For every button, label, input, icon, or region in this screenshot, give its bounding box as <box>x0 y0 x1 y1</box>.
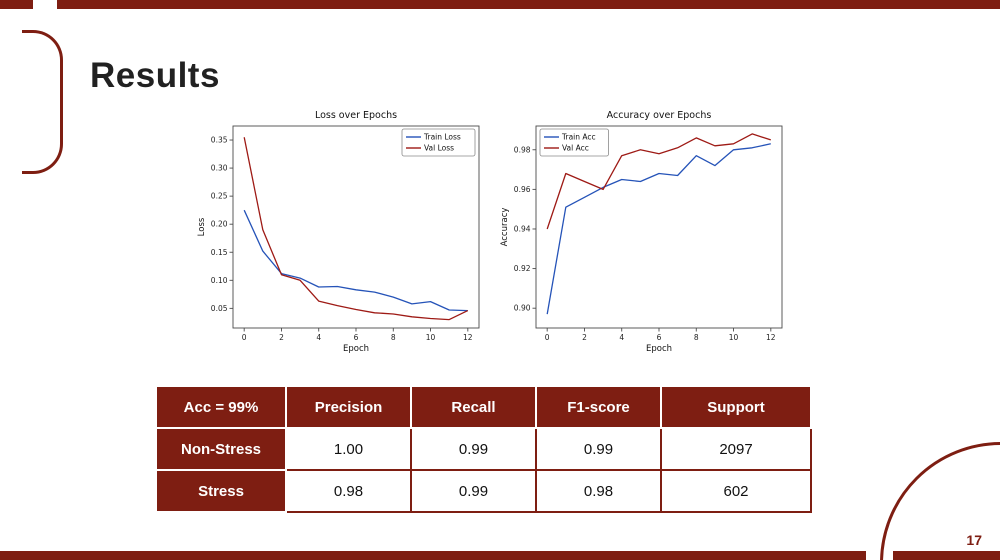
cell-nonstress-recall: 0.99 <box>410 427 537 471</box>
cell-stress-f1: 0.98 <box>535 469 662 513</box>
metrics-header-recall: Recall <box>410 385 537 429</box>
cell-stress-recall: 0.99 <box>410 469 537 513</box>
svg-text:Val Loss: Val Loss <box>424 144 454 153</box>
svg-text:8: 8 <box>391 333 396 342</box>
cell-nonstress-precision: 1.00 <box>285 427 412 471</box>
metrics-header-support: Support <box>660 385 812 429</box>
table-header-row: Acc = 99% Precision Recall F1-score Supp… <box>155 385 812 429</box>
svg-text:12: 12 <box>766 333 776 342</box>
svg-text:4: 4 <box>316 333 321 342</box>
top-bar <box>57 0 1000 9</box>
svg-text:Epoch: Epoch <box>343 344 369 354</box>
svg-text:0.90: 0.90 <box>514 304 531 313</box>
page-number: 17 <box>966 532 982 548</box>
svg-text:Accuracy: Accuracy <box>500 208 510 247</box>
svg-text:Loss over Epochs: Loss over Epochs <box>315 110 397 121</box>
svg-text:0.05: 0.05 <box>211 304 228 313</box>
row-label-stress: Stress <box>155 469 287 513</box>
metrics-header-precision: Precision <box>285 385 412 429</box>
svg-text:Loss: Loss <box>197 217 207 236</box>
cell-nonstress-support: 2097 <box>660 427 812 471</box>
svg-text:12: 12 <box>463 333 473 342</box>
left-arch-decoration <box>22 30 63 174</box>
svg-text:10: 10 <box>729 333 739 342</box>
svg-text:10: 10 <box>426 333 436 342</box>
loss-chart: Loss over Epochs 0 2 4 6 8 10 12 0.05 0.10 0.15 0.2… <box>195 106 495 356</box>
cell-stress-precision: 0.98 <box>285 469 412 513</box>
svg-text:0.30: 0.30 <box>211 164 228 173</box>
metrics-header-acc: Acc = 99% <box>155 385 287 429</box>
svg-text:0.15: 0.15 <box>211 248 228 257</box>
row-label-non-stress: Non-Stress <box>155 427 287 471</box>
svg-text:0.35: 0.35 <box>211 136 228 145</box>
top-bar-left-segment <box>0 0 33 9</box>
svg-text:8: 8 <box>694 333 699 342</box>
svg-text:0.96: 0.96 <box>514 185 531 194</box>
svg-text:Val Acc: Val Acc <box>562 144 589 153</box>
svg-text:Accuracy over Epochs: Accuracy over Epochs <box>607 110 712 121</box>
svg-text:6: 6 <box>657 333 662 342</box>
corner-arc-decoration <box>880 442 1000 560</box>
cell-nonstress-f1: 0.99 <box>535 427 662 471</box>
svg-text:4: 4 <box>619 333 624 342</box>
svg-text:0: 0 <box>242 333 247 342</box>
cell-stress-support: 602 <box>660 469 812 513</box>
slide-title: Results <box>90 56 220 95</box>
svg-text:2: 2 <box>582 333 587 342</box>
svg-text:0.25: 0.25 <box>211 192 228 201</box>
bottom-bar <box>0 551 866 560</box>
accuracy-chart: Accuracy over Epochs 0 2 4 6 8 10 12 0.90 0.92 0.9… <box>498 106 798 356</box>
table-row-stress: Stress 0.98 0.99 0.98 602 <box>155 469 812 513</box>
metrics-table: Acc = 99% Precision Recall F1-score Supp… <box>155 385 812 513</box>
svg-text:0.92: 0.92 <box>514 264 531 273</box>
svg-text:2: 2 <box>279 333 284 342</box>
svg-text:0.20: 0.20 <box>211 220 228 229</box>
metrics-header-f1: F1-score <box>535 385 662 429</box>
svg-text:6: 6 <box>354 333 359 342</box>
svg-text:0.10: 0.10 <box>211 276 228 285</box>
svg-text:0.98: 0.98 <box>514 145 531 154</box>
svg-text:Epoch: Epoch <box>646 344 672 354</box>
svg-text:0: 0 <box>545 333 550 342</box>
svg-text:0.94: 0.94 <box>514 224 531 233</box>
svg-text:Train Loss: Train Loss <box>423 133 461 142</box>
table-row-non-stress: Non-Stress 1.00 0.99 0.99 2097 <box>155 427 812 471</box>
svg-text:Train Acc: Train Acc <box>561 133 596 142</box>
